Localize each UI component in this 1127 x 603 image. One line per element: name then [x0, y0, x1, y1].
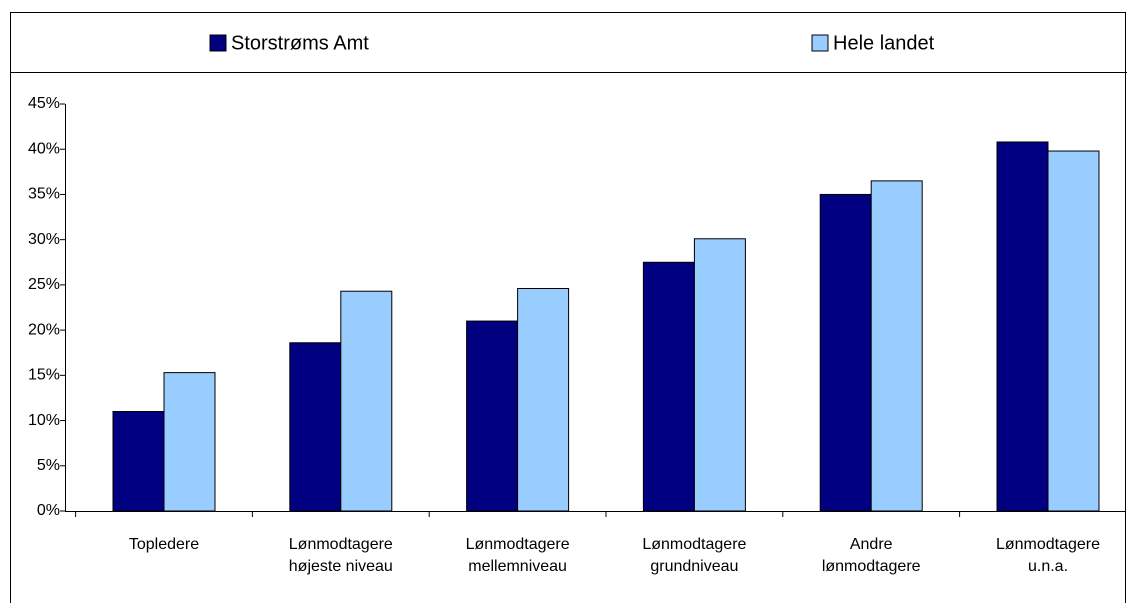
bar — [870, 180, 923, 512]
y-tick-label: 30% — [28, 231, 60, 248]
x-tick-label: Lønmodtagere højeste niveau — [289, 536, 393, 575]
y-tick-label: 15% — [28, 367, 60, 384]
y-tick-label: 10% — [28, 412, 60, 429]
y-tick-label: 5% — [37, 457, 60, 474]
bar — [693, 238, 746, 512]
bar — [466, 320, 519, 512]
y-tick-label: 45% — [28, 95, 60, 112]
bar — [642, 261, 695, 512]
legend-swatch — [209, 34, 227, 52]
x-tick-label: Lønmodtagere mellemniveau — [466, 536, 570, 575]
bar — [163, 372, 216, 512]
legend-label: Hele landet — [833, 32, 935, 54]
y-tick-label: 35% — [28, 186, 60, 203]
x-tick-label: Topledere — [129, 536, 199, 553]
bar — [819, 193, 872, 512]
bar — [340, 290, 393, 512]
bar — [517, 288, 570, 512]
bar — [112, 411, 165, 512]
legend-swatch — [811, 34, 829, 52]
bar — [996, 141, 1049, 512]
x-tick-label: Lønmodtagere grundniveau — [642, 536, 746, 575]
bar — [1047, 150, 1100, 512]
y-tick-label: 40% — [28, 140, 60, 157]
x-tick-label: Lønmodtagere u.n.a. — [996, 536, 1100, 575]
y-tick-label: 0% — [37, 502, 60, 519]
y-tick-label: 20% — [28, 321, 60, 338]
legend-label: Storstrøms Amt — [231, 32, 369, 54]
x-tick-label: Andre lønmodtagere — [822, 536, 921, 575]
y-tick-label: 25% — [28, 276, 60, 293]
bar — [289, 342, 342, 512]
